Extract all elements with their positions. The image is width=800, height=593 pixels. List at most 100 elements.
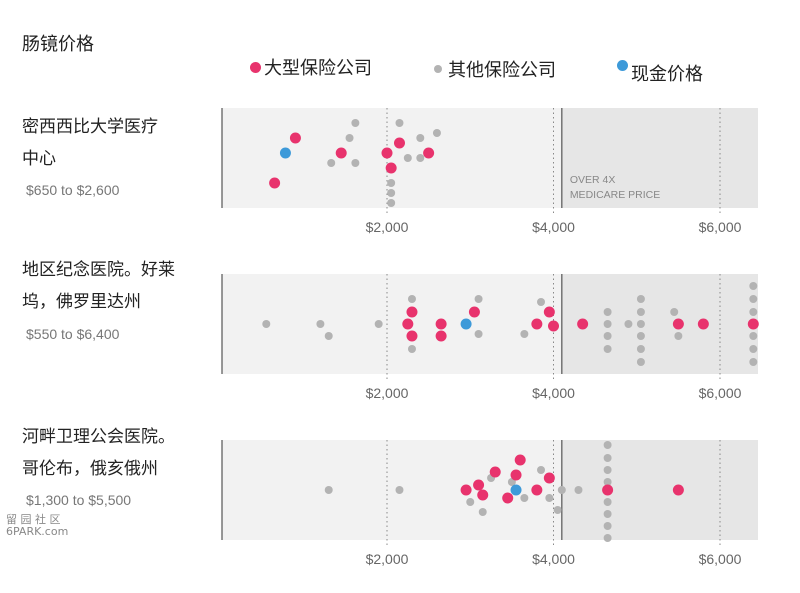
major-insurer-point: [548, 320, 559, 332]
other-insurer-point: [324, 332, 333, 340]
other-insurer-point: [636, 320, 645, 328]
major-insurer-point: [510, 469, 522, 481]
other-insurer-point: [537, 298, 546, 306]
other-insurer-point: [395, 486, 404, 494]
other-insurer-point: [478, 508, 487, 516]
other-insurer-point: [387, 199, 396, 207]
hospital-name-1-line2: 中心: [22, 149, 56, 169]
other-insurer-point: [674, 332, 683, 340]
legend-label-cash: 现金价格: [631, 64, 703, 85]
other-insurer-point: [603, 308, 612, 316]
major-insurer-dot: [250, 61, 261, 73]
x-tick-label: $4,000: [532, 551, 575, 567]
hospital-name-3-line1: 河畔卫理公会医院。: [22, 427, 175, 447]
major-insurer-point: [435, 330, 447, 342]
major-insurer-point: [335, 147, 347, 159]
major-insurer-point: [460, 484, 472, 496]
other-insurer-point: [403, 154, 412, 162]
major-insurer-point: [747, 318, 759, 330]
other-insurer-dot: [434, 65, 442, 73]
other-insurer-point: [324, 486, 333, 494]
other-insurer-point: [749, 358, 758, 366]
other-insurer-point: [557, 486, 566, 494]
other-insurer-point: [574, 486, 583, 494]
annotation-line2: MEDICARE PRICE: [570, 189, 660, 201]
major-insurer-point: [577, 318, 589, 330]
other-insurer-point: [636, 358, 645, 366]
other-insurer-point: [474, 330, 483, 338]
legend-item-cash: 现金价格: [617, 54, 703, 86]
other-insurer-point: [603, 441, 612, 449]
other-insurer-point: [407, 295, 416, 303]
other-insurer-point: [603, 332, 612, 340]
major-insurer-point: [543, 306, 555, 318]
hospital-name-3-line2: 哥伦布，俄亥俄州: [22, 459, 158, 479]
other-insurer-point: [749, 308, 758, 316]
legend-label-other: 其他保险公司: [448, 60, 556, 81]
other-insurer-point: [749, 295, 758, 303]
major-insurer-point: [489, 466, 501, 478]
other-insurer-point: [387, 189, 396, 197]
legend-item-other: 其他保险公司: [434, 56, 556, 82]
cash-price-point: [460, 318, 472, 330]
major-insurer-point: [406, 330, 418, 342]
other-insurer-point: [316, 320, 325, 328]
other-insurer-point: [670, 308, 679, 316]
other-insurer-point: [416, 154, 425, 162]
x-tick-label: $2,000: [366, 385, 409, 401]
other-insurer-point: [262, 320, 271, 328]
other-insurer-point: [466, 498, 475, 506]
other-insurer-point: [624, 320, 633, 328]
hospital-name-1: 密西西比大学医疗 中心: [22, 111, 158, 175]
other-insurer-point: [327, 159, 336, 167]
major-insurer-point: [531, 318, 543, 330]
major-insurer-point: [385, 162, 397, 174]
major-insurer-point: [514, 454, 526, 466]
other-insurer-point: [603, 320, 612, 328]
annotation-line1: OVER 4X: [570, 174, 616, 186]
over-4x-region: [561, 108, 758, 208]
hospital-name-2-line1: 地区纪念医院。好莱: [22, 260, 175, 280]
major-insurer-point: [435, 318, 447, 330]
hospital-name-2: 地区纪念医院。好莱 坞，佛罗里达州: [22, 254, 175, 318]
other-insurer-point: [749, 332, 758, 340]
hospital-range-3: $1,300 to $5,500: [26, 492, 132, 508]
other-insurer-point: [603, 498, 612, 506]
other-insurer-point: [545, 494, 554, 502]
major-insurer-point: [477, 489, 489, 501]
other-insurer-point: [603, 534, 612, 542]
major-insurer-point: [602, 484, 614, 496]
cash-price-point: [510, 484, 522, 496]
other-insurer-point: [636, 295, 645, 303]
x-tick-label: $4,000: [532, 219, 575, 235]
major-insurer-point: [468, 306, 480, 318]
other-insurer-point: [520, 494, 529, 502]
other-insurer-point: [432, 129, 441, 137]
major-insurer-point: [672, 484, 684, 496]
over-4x-region: [561, 274, 758, 374]
other-insurer-point: [603, 345, 612, 353]
other-insurer-point: [345, 134, 354, 142]
legend: 大型保险公司 其他保险公司 现金价格: [0, 52, 800, 85]
major-insurer-point: [502, 492, 514, 504]
other-insurer-point: [520, 330, 529, 338]
watermark-line1: 留 园 社 区: [6, 513, 61, 526]
other-insurer-point: [553, 506, 562, 514]
cash-price-point: [279, 147, 291, 159]
other-insurer-point: [636, 332, 645, 340]
hospital-name-2-line2: 坞，佛罗里达州: [22, 292, 141, 312]
major-insurer-point: [381, 147, 393, 159]
legend-item-major: 大型保险公司: [250, 54, 372, 80]
other-insurer-point: [416, 134, 425, 142]
major-insurer-point: [393, 137, 405, 149]
x-tick-label: $2,000: [366, 219, 409, 235]
other-insurer-point: [374, 320, 383, 328]
other-insurer-point: [749, 282, 758, 290]
x-tick-label: $6,000: [699, 385, 742, 401]
hospital-name-3: 河畔卫理公会医院。 哥伦布，俄亥俄州: [22, 421, 175, 485]
major-insurer-point: [531, 484, 543, 496]
other-insurer-point: [636, 345, 645, 353]
other-insurer-point: [387, 179, 396, 187]
major-insurer-point: [672, 318, 684, 330]
